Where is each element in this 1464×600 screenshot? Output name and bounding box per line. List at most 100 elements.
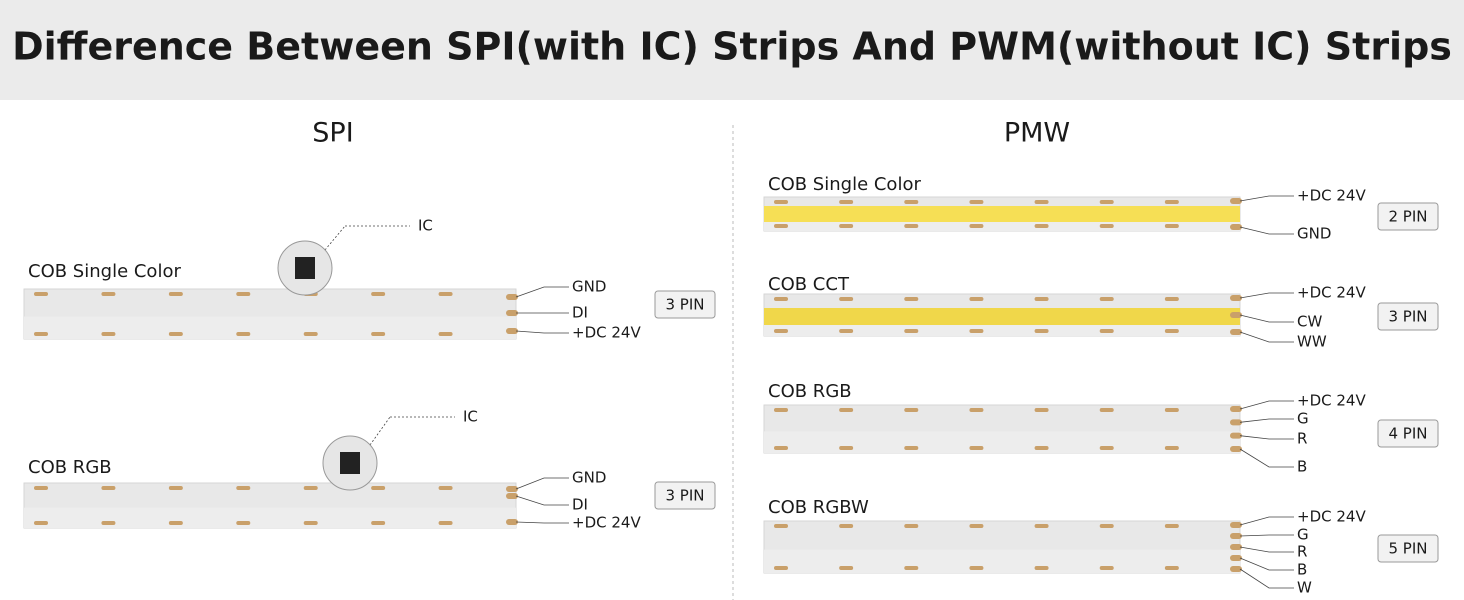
pin-box	[1377, 302, 1439, 331]
pad	[969, 329, 984, 333]
ic-chip	[295, 257, 315, 279]
strip-shade	[24, 316, 516, 339]
leader-line	[515, 495, 569, 506]
leader-line	[1239, 557, 1294, 571]
ic-leader	[324, 225, 346, 251]
leader-line	[1239, 195, 1294, 202]
pad	[371, 332, 386, 336]
pad	[1164, 329, 1179, 333]
pad	[904, 329, 919, 333]
pin-label: CW	[1297, 313, 1322, 331]
pad	[969, 566, 984, 570]
pad	[969, 297, 984, 301]
pin-box	[1377, 419, 1439, 448]
strip-label: COB RGB	[768, 381, 852, 402]
pad	[1034, 566, 1049, 570]
pad	[1164, 200, 1179, 204]
end-pad	[506, 519, 518, 525]
pad	[236, 292, 251, 296]
strip-shade	[764, 431, 1240, 453]
pad	[303, 486, 318, 490]
pad	[969, 446, 984, 450]
pad	[1164, 566, 1179, 570]
pad	[1099, 446, 1114, 450]
leader-line	[1239, 400, 1294, 410]
pad	[34, 292, 48, 296]
pad	[774, 408, 788, 412]
pad	[371, 486, 386, 490]
leader-line	[1239, 435, 1294, 440]
end-pad	[1230, 224, 1242, 230]
pad	[904, 446, 919, 450]
end-pad	[506, 486, 518, 492]
pad	[101, 486, 116, 490]
leader-line	[1239, 292, 1294, 299]
pin-label: R	[1297, 430, 1307, 448]
pad	[1164, 446, 1179, 450]
pad	[1034, 329, 1049, 333]
pin-label: G	[1297, 526, 1309, 544]
pin-label: WW	[1297, 333, 1327, 351]
led-band	[764, 308, 1240, 325]
pin-count: 5 PIN	[1388, 540, 1427, 558]
pin-label: W	[1297, 579, 1312, 597]
end-pad	[1230, 329, 1242, 335]
leader-line	[1239, 226, 1294, 235]
end-pad	[1230, 312, 1242, 318]
pad	[101, 521, 116, 525]
strip-label: COB RGBW	[768, 497, 869, 518]
pin-label: R	[1297, 543, 1307, 561]
pin-label: GND	[1297, 225, 1331, 243]
pad	[101, 292, 116, 296]
end-pad	[1230, 522, 1242, 528]
strip-label: COB CCT	[768, 274, 850, 295]
pad	[1099, 224, 1114, 228]
section-title: PMW	[1004, 118, 1070, 149]
pad	[34, 521, 48, 525]
ic-chip	[340, 452, 360, 474]
pin-label: DI	[572, 496, 588, 514]
pad	[303, 332, 318, 336]
pad	[168, 521, 183, 525]
pad	[1099, 566, 1114, 570]
pad	[774, 224, 788, 228]
pin-label: +DC 24V	[572, 514, 641, 532]
pad	[904, 566, 919, 570]
pad	[371, 292, 386, 296]
section-title: SPI	[312, 118, 353, 149]
pad	[1034, 224, 1049, 228]
leader-line	[1239, 314, 1294, 323]
pin-count: 3 PIN	[665, 296, 704, 314]
end-pad	[1230, 533, 1242, 539]
pad	[1099, 200, 1114, 204]
pad	[236, 486, 251, 490]
pin-count: 3 PIN	[1388, 308, 1427, 326]
pin-label: +DC 24V	[1297, 508, 1366, 526]
strip-shade	[764, 549, 1240, 573]
end-pad	[506, 328, 518, 334]
pad	[34, 486, 48, 490]
pad	[34, 332, 48, 336]
pad	[904, 297, 919, 301]
pad	[1099, 329, 1114, 333]
pin-box	[654, 481, 716, 510]
pin-count: 3 PIN	[665, 487, 704, 505]
leader-line	[1239, 448, 1294, 468]
pad	[1164, 224, 1179, 228]
pad	[1099, 297, 1114, 301]
pad	[774, 566, 788, 570]
page-title: Difference Between SPI(with IC) Strips A…	[12, 25, 1452, 69]
strip-label: COB Single Color	[28, 261, 181, 282]
pin-label: +DC 24V	[1297, 187, 1366, 205]
pad	[236, 332, 251, 336]
pad	[969, 408, 984, 412]
pad	[774, 446, 788, 450]
leader-line	[1239, 418, 1294, 423]
pad	[839, 446, 854, 450]
pin-label: +DC 24V	[572, 324, 641, 342]
pad	[101, 332, 116, 336]
leader-line	[515, 330, 569, 334]
pad	[236, 521, 251, 525]
end-pad	[1230, 406, 1242, 412]
